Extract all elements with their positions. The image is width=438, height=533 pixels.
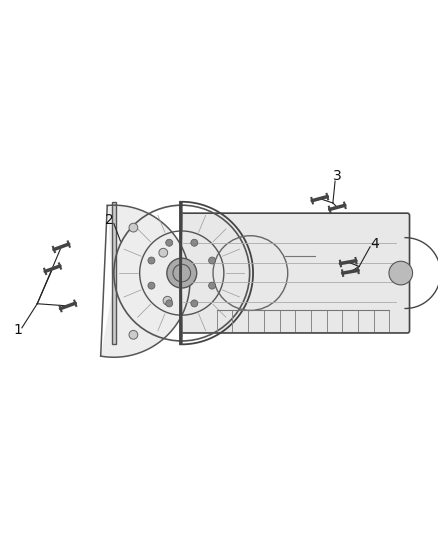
FancyBboxPatch shape	[112, 202, 116, 344]
Circle shape	[166, 300, 173, 307]
Circle shape	[208, 257, 215, 264]
Circle shape	[129, 223, 138, 232]
Circle shape	[159, 248, 168, 257]
Text: 4: 4	[370, 237, 379, 251]
Circle shape	[208, 282, 215, 289]
Text: 2: 2	[105, 213, 114, 227]
FancyBboxPatch shape	[181, 213, 410, 333]
Polygon shape	[101, 205, 190, 357]
Circle shape	[167, 258, 197, 288]
Circle shape	[163, 296, 172, 305]
Text: 3: 3	[333, 169, 342, 183]
Circle shape	[129, 330, 138, 339]
Circle shape	[389, 261, 413, 285]
Circle shape	[191, 300, 198, 307]
Circle shape	[166, 239, 173, 246]
Circle shape	[148, 282, 155, 289]
Circle shape	[191, 239, 198, 246]
Text: 1: 1	[13, 323, 22, 337]
Circle shape	[148, 257, 155, 264]
